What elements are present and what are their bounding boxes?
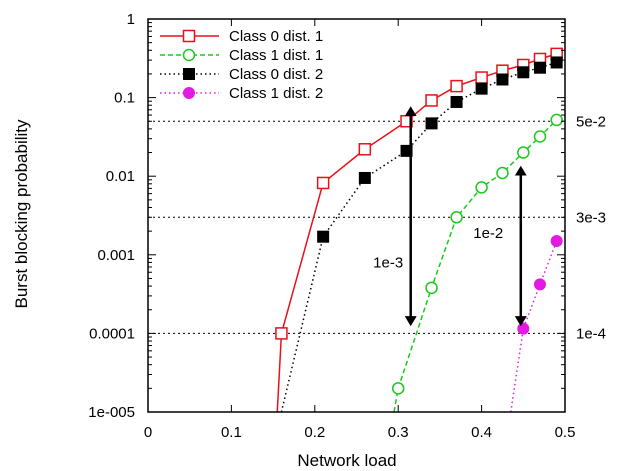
legend-swatch-marker-3 xyxy=(183,87,195,99)
legend-entry-1: Class 1 dist. 1 xyxy=(160,47,323,64)
data-point-3-0 xyxy=(517,322,530,335)
data-point-0-4 xyxy=(425,94,438,107)
data-point-2-0 xyxy=(317,230,330,243)
data-point-0-6 xyxy=(475,71,488,84)
data-point-3-2 xyxy=(550,234,563,247)
reference-line-label-0: 5e-2 xyxy=(576,113,606,130)
data-point-2-1 xyxy=(358,171,371,184)
data-point-0-2 xyxy=(358,143,372,156)
data-point-3-1 xyxy=(533,278,546,291)
data-point-1-6 xyxy=(533,130,547,143)
reference-lines: 5e-2 3e-3 1e-4 xyxy=(148,113,606,342)
data-point-2-3 xyxy=(425,117,438,130)
y-tick-label-3: 0.01 xyxy=(106,168,135,185)
axes: 0 0.1 0.2 0.3 0.4 0.5 1e-005 0.0001 0.001 0.01 0.1… xyxy=(88,11,575,441)
legend-swatch-marker-1 xyxy=(182,48,196,62)
legend-label-2: Class 0 dist. 2 xyxy=(229,66,323,83)
data-point-0-5 xyxy=(450,79,463,93)
legend-entry-2: Class 0 dist. 2 xyxy=(160,66,323,83)
x-tick-label-1: 0.1 xyxy=(221,424,242,441)
legend-label-3: Class 1 dist. 2 xyxy=(229,85,323,102)
reference-line-label-1: 3e-3 xyxy=(576,209,606,226)
series-3 xyxy=(510,234,563,413)
legend-label-1: Class 1 dist. 1 xyxy=(229,47,323,64)
plot-frame xyxy=(147,18,566,413)
legend-swatch-marker-0 xyxy=(182,29,196,43)
series-1 xyxy=(391,113,563,413)
legend-swatch-marker-2 xyxy=(183,68,195,80)
legend-entry-3: Class 1 dist. 2 xyxy=(160,85,323,102)
series-line-1 xyxy=(393,119,558,413)
data-point-0-0 xyxy=(275,327,288,340)
x-tick-label-4: 0.4 xyxy=(471,424,492,441)
annotations: 1e-3 1e-2 xyxy=(373,106,527,327)
data-point-1-4 xyxy=(496,166,509,180)
x-axis-label: Network load xyxy=(297,451,396,470)
legend-label-0: Class 0 dist. 1 xyxy=(229,28,323,45)
annotation-label-1: 1e-2 xyxy=(473,225,503,242)
data-point-2-4 xyxy=(450,95,463,108)
data-point-1-0 xyxy=(391,382,405,395)
y-tick-label-1: 0.0001 xyxy=(89,325,135,342)
legend: Class 0 dist. 1 Class 1 dist. 1 Class 0 di… xyxy=(160,28,323,102)
data-point-2-5 xyxy=(475,82,488,95)
data-point-1-5 xyxy=(517,146,530,159)
x-tick-label-3: 0.3 xyxy=(388,424,409,441)
y-axis-label: Burst blocking probability xyxy=(12,119,31,308)
y-tick-label-2: 0.001 xyxy=(97,247,135,264)
annotation-label-0: 1e-3 xyxy=(373,254,403,271)
data-point-2-7 xyxy=(517,66,530,79)
y-tick-label-0: 1e-005 xyxy=(88,404,135,421)
legend-entry-0: Class 0 dist. 1 xyxy=(160,28,323,45)
data-point-1-2 xyxy=(450,211,463,224)
y-tick-label-5: 1 xyxy=(127,11,135,28)
reference-line-label-2: 1e-4 xyxy=(576,325,606,342)
data-point-1-3 xyxy=(475,181,488,194)
data-point-0-1 xyxy=(316,176,330,190)
data-point-1-7 xyxy=(550,113,563,127)
data-point-2-6 xyxy=(496,73,509,86)
data-point-1-1 xyxy=(425,281,438,295)
y-tick-label-4: 0.1 xyxy=(114,90,135,107)
x-tick-label-2: 0.2 xyxy=(304,424,325,441)
data-point-2-9 xyxy=(550,56,563,69)
x-tick-label-5: 0.5 xyxy=(555,424,576,441)
series-layer xyxy=(275,47,563,413)
x-tick-label-0: 0 xyxy=(144,424,152,441)
data-point-2-8 xyxy=(533,61,546,74)
series-line-3 xyxy=(510,240,558,413)
